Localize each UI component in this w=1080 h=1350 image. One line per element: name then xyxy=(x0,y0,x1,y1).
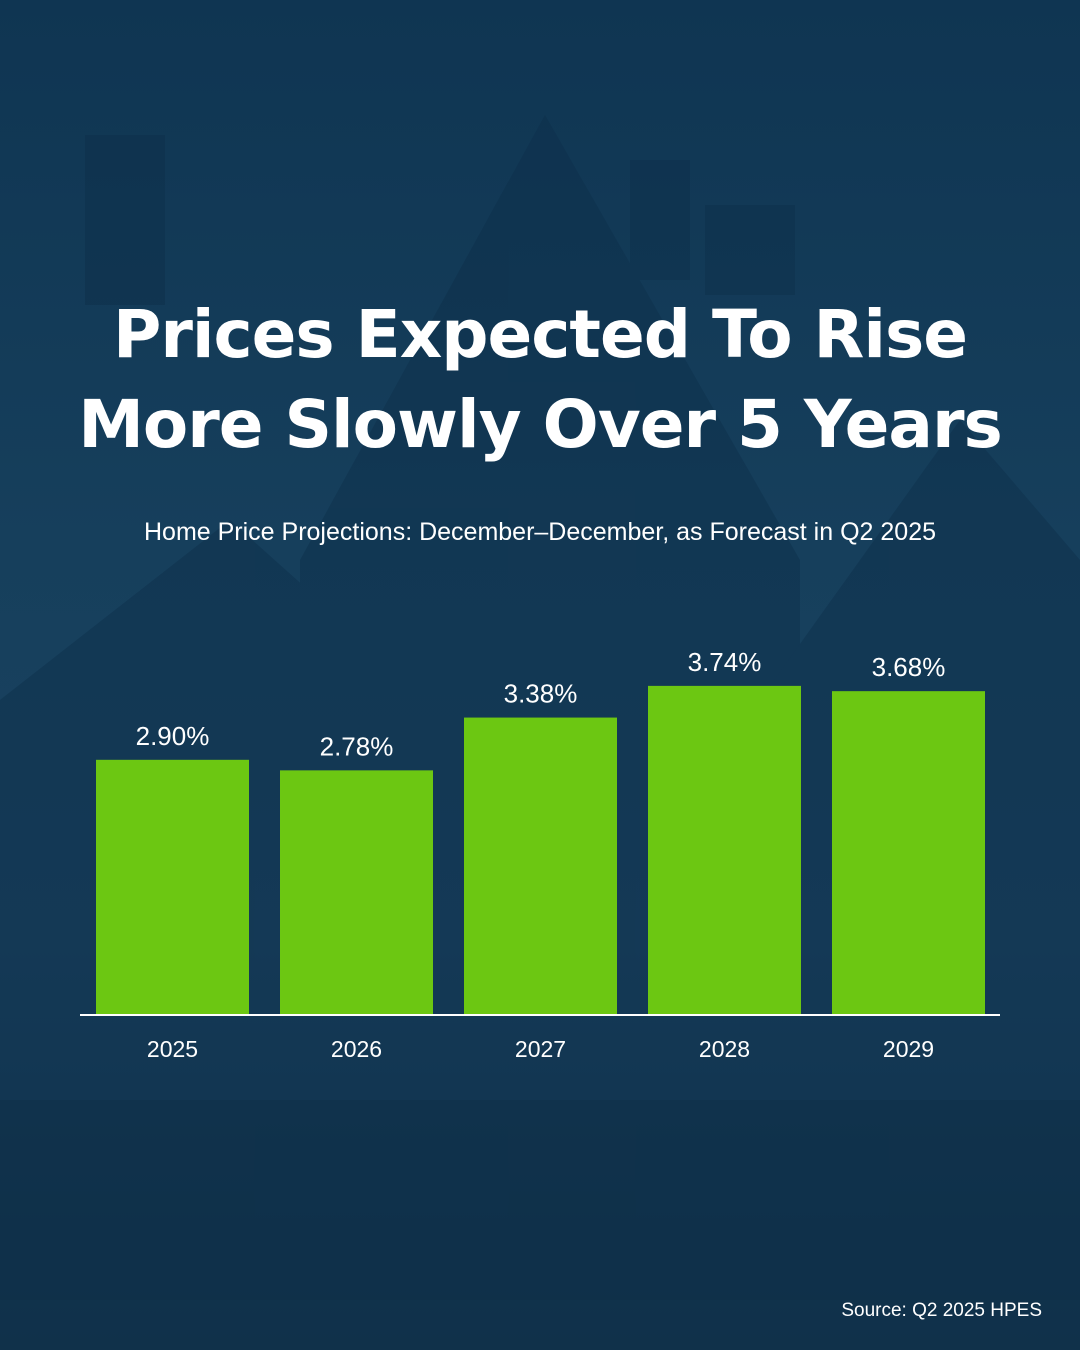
title-line-1: Prices Expected To Rise xyxy=(112,296,968,373)
bar-2028 xyxy=(648,685,801,1015)
x-tick-label-2026: 2026 xyxy=(331,1036,382,1062)
x-tick-label-2029: 2029 xyxy=(883,1036,934,1062)
bar-2029 xyxy=(832,691,985,1015)
data-label-2028: 3.74% xyxy=(688,647,762,677)
data-label-2029: 3.68% xyxy=(872,652,946,682)
data-label-2026: 2.78% xyxy=(320,731,394,761)
page-title: Prices Expected To Rise More Slowly Over… xyxy=(0,290,1080,470)
bar-2026 xyxy=(280,770,433,1015)
chart-subtitle: Home Price Projections: December–Decembe… xyxy=(143,518,937,546)
x-tick-label-2025: 2025 xyxy=(147,1036,198,1062)
bar-2027 xyxy=(464,717,617,1015)
x-tick-label-2027: 2027 xyxy=(515,1036,566,1062)
data-label-2027: 3.38% xyxy=(504,679,578,709)
data-label-2025: 2.90% xyxy=(136,721,210,751)
x-tick-label-2028: 2028 xyxy=(699,1036,750,1062)
source-note: Source: Q2 2025 HPES xyxy=(841,1300,1042,1321)
title-line-2: More Slowly Over 5 Years xyxy=(78,386,1003,463)
bar-2025 xyxy=(96,759,249,1015)
